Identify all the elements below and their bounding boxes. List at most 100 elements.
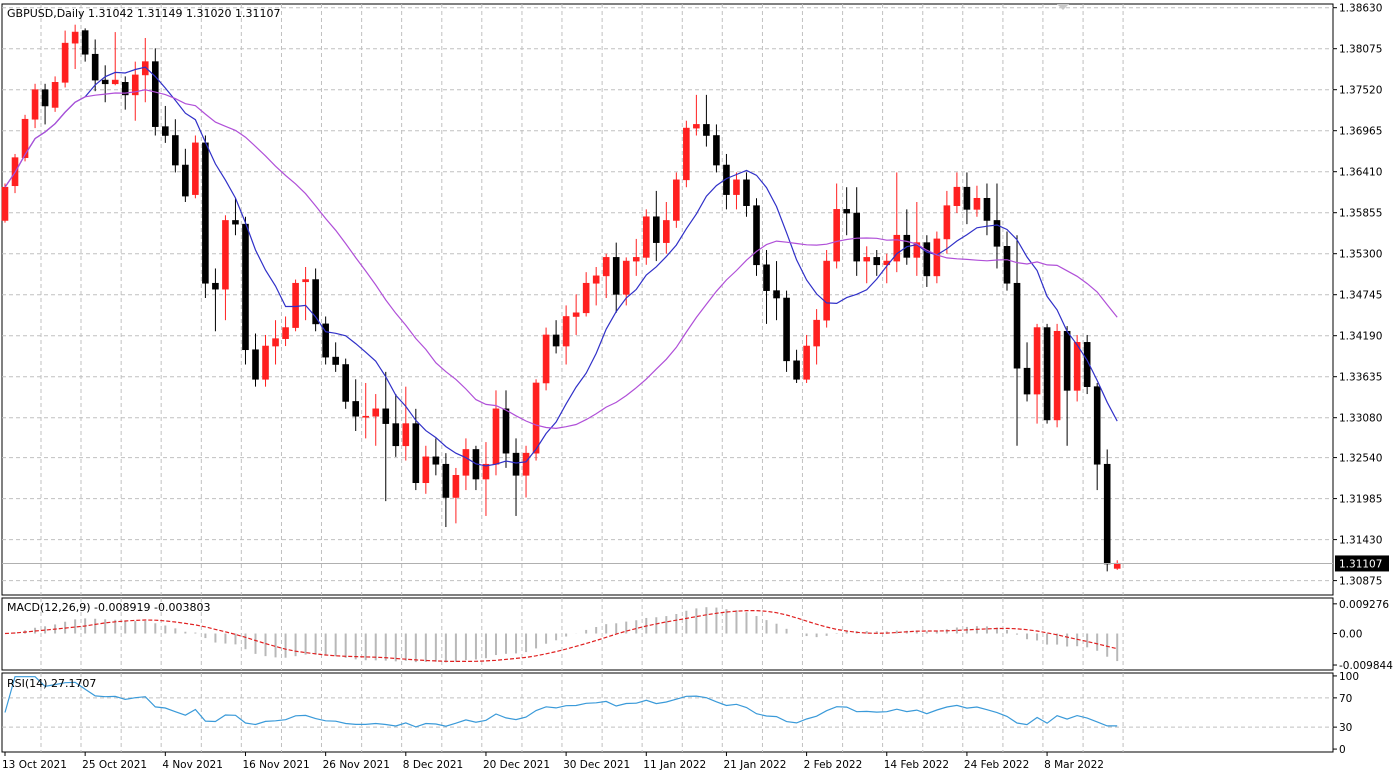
candle-body <box>1033 327 1041 395</box>
candle-body <box>512 452 520 476</box>
candle-body <box>362 415 370 418</box>
date-label: 30 Dec 2021 <box>563 759 630 771</box>
candles-group <box>1 24 1121 572</box>
price-tick-label: 1.37520 <box>1339 85 1382 97</box>
candle-body <box>342 364 349 402</box>
candle-body <box>1063 330 1071 391</box>
candle-body <box>382 408 390 424</box>
candle-body <box>542 334 550 384</box>
candle-body <box>1083 342 1091 387</box>
candle-body <box>412 423 420 484</box>
candle-body <box>322 323 329 358</box>
main-panel-frame <box>1 3 1334 596</box>
candle-body <box>993 220 1001 247</box>
candle-body <box>632 257 640 262</box>
candle-body <box>1003 246 1011 284</box>
date-label: 4 Nov 2021 <box>162 759 223 771</box>
date-label: 8 Dec 2021 <box>403 759 463 771</box>
candle-body <box>582 282 590 314</box>
rsi-panel-frame <box>1 672 1334 753</box>
candle-body <box>182 164 189 197</box>
date-label: 20 Dec 2021 <box>483 759 550 771</box>
candle-body <box>432 456 440 465</box>
candle-body <box>793 360 800 380</box>
candle-body <box>733 179 740 195</box>
date-label: 24 Feb 2022 <box>964 759 1029 771</box>
candle-body <box>312 279 319 325</box>
candle-body <box>693 124 700 129</box>
candle-body <box>111 79 119 85</box>
candle-body <box>91 53 99 81</box>
candle-body <box>703 124 710 136</box>
candle-body <box>1073 342 1081 391</box>
candle-body <box>332 356 339 365</box>
macd-label: MACD(12,26,9) -0.008919 -0.003803 <box>7 601 210 614</box>
candle-body <box>402 423 410 447</box>
candle-body <box>622 260 630 295</box>
price-tick-label: 1.32540 <box>1339 453 1382 465</box>
candle-body <box>282 327 289 339</box>
price-tick-label: 1.36965 <box>1339 126 1382 138</box>
candle-body <box>522 452 530 476</box>
price-tick-label: 1.33080 <box>1339 413 1382 425</box>
candle-body <box>172 135 179 166</box>
candle-body <box>723 164 730 195</box>
candle-body <box>783 297 790 362</box>
candle-body <box>642 216 650 258</box>
price-tick-label: 1.35300 <box>1339 249 1382 261</box>
rsi-label: RSI(14) 27.1707 <box>7 677 96 690</box>
candle-body <box>81 30 89 55</box>
date-label: 16 Nov 2021 <box>242 759 309 771</box>
candle-body <box>873 257 881 266</box>
rsi-tick-label: 0 <box>1339 744 1346 756</box>
date-label: 21 Jan 2022 <box>723 759 786 771</box>
candle-body <box>392 423 400 447</box>
candle-body <box>713 135 720 166</box>
candle-body <box>933 238 941 277</box>
date-label: 14 Feb 2022 <box>884 759 949 771</box>
candle-body <box>833 209 840 262</box>
candle-body <box>773 290 780 299</box>
candle-body <box>562 316 570 347</box>
price-tick-label: 1.31430 <box>1339 535 1382 547</box>
candle-body <box>192 142 199 195</box>
candle-body <box>51 82 59 108</box>
candle-body <box>422 456 430 484</box>
macd-tick-label: -0.009844 <box>1339 660 1393 672</box>
candle-body <box>352 401 360 417</box>
price-tick-label: 1.33635 <box>1339 372 1382 384</box>
candle-body <box>813 319 820 347</box>
rsi-line <box>4 676 1118 728</box>
candle-body <box>262 345 269 380</box>
candle-body <box>913 242 921 258</box>
candle-body <box>753 205 760 266</box>
candle-body <box>893 234 901 262</box>
candle-body <box>953 186 961 206</box>
candle-body <box>863 257 871 262</box>
price-tick-label: 1.38075 <box>1339 44 1382 56</box>
candle-body <box>973 197 981 210</box>
candle-body <box>152 61 159 127</box>
price-tick-label: 1.34190 <box>1339 331 1382 343</box>
candle-body <box>292 282 299 328</box>
candle-body <box>222 220 229 290</box>
current-price-label: 1.31107 <box>1339 558 1382 570</box>
candle-body <box>763 264 770 291</box>
candle-body <box>452 475 460 498</box>
candle-body <box>21 118 29 158</box>
candle-body <box>462 449 470 476</box>
candle-body <box>442 463 450 498</box>
rsi-tick-label: 30 <box>1339 722 1352 734</box>
date-label: 26 Nov 2021 <box>323 759 390 771</box>
candle-body <box>663 220 670 243</box>
candle-body <box>602 257 610 277</box>
date-label: 2 Feb 2022 <box>804 759 863 771</box>
candle-body <box>121 82 129 96</box>
candle-body <box>823 260 830 321</box>
candle-body <box>943 205 951 240</box>
candle-body <box>572 312 580 317</box>
price-tick-label: 1.31985 <box>1339 494 1382 506</box>
candle-body <box>232 220 239 225</box>
